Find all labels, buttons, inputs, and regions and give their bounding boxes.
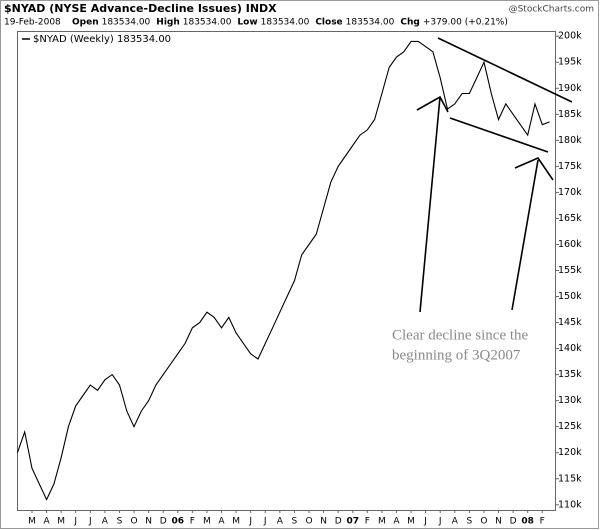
- x-tick-label: J: [73, 517, 77, 527]
- x-tick-label: 06: [172, 517, 185, 527]
- arrow: [419, 96, 441, 313]
- date: 19-Feb-2008: [4, 18, 61, 28]
- y-tick-label: 110k: [558, 499, 582, 510]
- y-tick-label: 135k: [558, 369, 582, 380]
- x-tick-label: M: [28, 517, 36, 527]
- y-tick-label: 200k: [558, 31, 582, 42]
- y-tick-label: 120k: [558, 447, 582, 458]
- quote-label: High: [156, 18, 179, 28]
- x-tick-label: M: [407, 517, 415, 527]
- annotation: beginning of 3Q2007: [392, 347, 521, 363]
- y-tick-label: 160k: [558, 239, 582, 250]
- y-tick-label: 180k: [558, 135, 582, 146]
- x-tick-label: J: [263, 517, 267, 527]
- x-tick-label: J: [248, 517, 252, 527]
- x-tick-label: A: [43, 517, 50, 527]
- x-tick-label: A: [277, 517, 284, 527]
- x-tick-label: O: [130, 517, 137, 527]
- x-tick-label: A: [393, 517, 400, 527]
- y-tick-label: 125k: [558, 421, 582, 432]
- quote-value: 183534.00: [261, 18, 310, 28]
- x-tick-label: M: [203, 517, 211, 527]
- quote-value: +379.00 (+0.21%): [423, 18, 508, 28]
- x-tick-label: A: [102, 517, 109, 527]
- quote-value: 183534.00: [183, 18, 232, 28]
- x-tick-label: J: [438, 517, 442, 527]
- x-tick-label: S: [467, 517, 473, 527]
- quote-value: 183534.00: [102, 18, 151, 28]
- y-tick-label: 175k: [558, 161, 582, 172]
- x-tick-label: D: [160, 517, 167, 527]
- y-tick-label: 130k: [558, 395, 582, 406]
- x-tick-label: M: [378, 517, 386, 527]
- x-tick-label: O: [480, 517, 487, 527]
- x-tick-label: J: [423, 517, 427, 527]
- x-tick-label: A: [218, 517, 225, 527]
- quote-label: Chg: [400, 18, 419, 28]
- quote-label: Open: [72, 18, 99, 28]
- y-tick-label: 195k: [558, 57, 582, 68]
- x-tick-label: F: [365, 517, 370, 527]
- x-tick-label: 08: [521, 517, 534, 527]
- y-tick-label: 165k: [558, 213, 582, 224]
- y-tick-label: 140k: [558, 343, 582, 354]
- arrow-head: [514, 157, 554, 181]
- quote-label: Close: [315, 18, 342, 28]
- x-tick-label: N: [320, 517, 327, 527]
- y-tick-label: 185k: [558, 109, 582, 120]
- x-tick-label: S: [117, 517, 123, 527]
- annotation: Clear decline since the: [392, 327, 529, 343]
- chart-title: $NYAD (NYSE Advance-Decline Issues) INDX: [4, 2, 277, 15]
- x-tick-label: F: [540, 517, 545, 527]
- y-tick-label: 190k: [558, 83, 582, 94]
- y-tick-label: 115k: [558, 473, 582, 484]
- x-tick-label: 07: [346, 517, 359, 527]
- x-tick-label: F: [190, 517, 195, 527]
- y-tick-label: 155k: [558, 265, 582, 276]
- x-tick-label: N: [145, 517, 152, 527]
- x-tick-label: A: [452, 517, 459, 527]
- legend-label: $NYAD (Weekly) 183534.00: [33, 34, 171, 45]
- quote-label: Low: [237, 18, 257, 28]
- y-tick-label: 170k: [558, 187, 582, 198]
- quote-value: 183534.00: [346, 18, 395, 28]
- watermark: @StockCharts.com: [509, 5, 594, 15]
- line: [16, 40, 550, 501]
- x-tick-label: D: [510, 517, 517, 527]
- y-tick-label: 145k: [558, 317, 582, 328]
- trend-line: [437, 37, 573, 103]
- x-tick-label: J: [88, 517, 92, 527]
- x-tick-label: O: [305, 517, 312, 527]
- x-tick-label: S: [292, 517, 298, 527]
- arrow-head: [416, 95, 449, 113]
- x-tick-label: M: [232, 517, 240, 527]
- x-tick-label: M: [57, 517, 65, 527]
- y-tick-label: 150k: [558, 291, 582, 302]
- x-tick-label: D: [335, 517, 342, 527]
- trend-line: [449, 117, 549, 153]
- x-tick-label: N: [495, 517, 502, 527]
- arrow: [511, 159, 539, 311]
- quote: Open 183534.00 High 183534.00 Low 183534.00 Cl…: [72, 18, 508, 28]
